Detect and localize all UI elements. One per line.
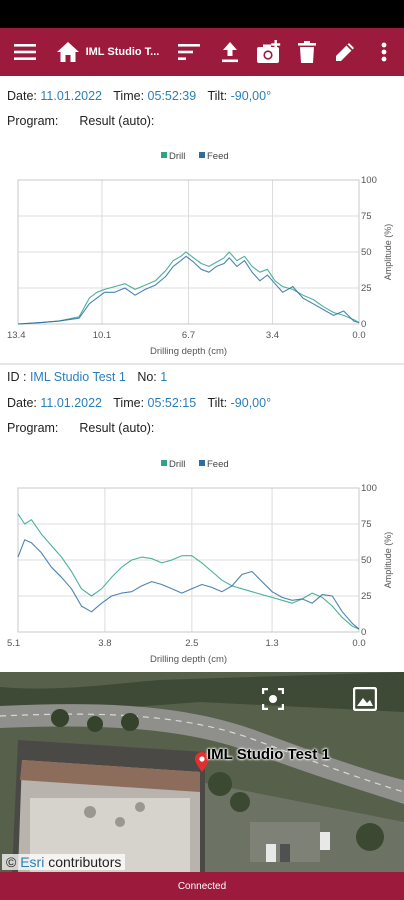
system-status-bar — [0, 0, 404, 28]
chart-svg-2: Drill Feed 5.1 3.8 2.5 1.3 0.00 25 50 75 100 Drilli… — [7, 459, 393, 665]
attribution-suffix: contributors — [44, 854, 122, 870]
result-label: Result (auto): — [79, 421, 155, 435]
program-label: Program: — [7, 114, 59, 128]
x-tick-label: 10.1 — [93, 330, 112, 341]
drill-chart-1[interactable]: Drill Feed 13.4 10.1 6.7 3.4 0.0 0 25 50 75 100 Dril… — [0, 140, 404, 362]
x-axis-label: Drilling depth (cm) — [150, 654, 227, 665]
tilt-label: Tilt: — [207, 396, 228, 410]
result-label: Result (auto): — [79, 114, 155, 128]
trash-icon[interactable] — [289, 28, 327, 76]
chart-grid — [17, 487, 360, 633]
time-value: 05:52:15 — [147, 396, 197, 410]
map-marker-label: IML Studio Test 1 — [207, 746, 330, 763]
connection-status: Connected — [177, 880, 227, 892]
y-axis-label: Amplitude (%) — [383, 224, 393, 281]
drill-chart-2[interactable]: Drill Feed 5.1 3.8 2.5 1.3 0.0 0 25 50 75 100 Drilli… — [0, 448, 404, 670]
legend-label-drill: Drill — [169, 151, 185, 162]
esri-link[interactable]: Esri — [20, 854, 45, 870]
toolbar-title: IML Studio T... — [85, 46, 160, 58]
x-tick-label: 2.5 — [185, 638, 198, 649]
plot-frame — [17, 487, 360, 633]
series-line-feed — [17, 255, 360, 325]
app-toolbar: IML Studio T... — [0, 28, 404, 76]
y-tick-label: 25 — [361, 283, 372, 294]
home-icon[interactable] — [50, 28, 86, 76]
map-attribution[interactable]: © Esri contributors — [2, 854, 126, 870]
x-axis-label: Drilling depth (cm) — [150, 346, 227, 357]
x-tick-label: 5.1 — [7, 638, 20, 649]
x-tick-label: 1.3 — [265, 638, 278, 649]
upload-icon[interactable] — [211, 28, 249, 76]
x-tick-label: 6.7 — [182, 330, 195, 341]
legend-swatch-drill — [161, 152, 167, 158]
map-imagery — [0, 672, 404, 872]
legend-label-feed: Feed — [207, 151, 229, 162]
time-label: Time: — [113, 396, 145, 410]
y-axis-label: Amplitude (%) — [383, 532, 393, 589]
chart-legend: Drill Feed — [161, 459, 229, 470]
y-tick-label: 100 — [361, 175, 377, 186]
pencil-icon[interactable] — [326, 28, 364, 76]
sort-icon[interactable] — [167, 28, 211, 76]
satellite-map[interactable]: © Esri contributors — [0, 672, 404, 872]
location-pin-icon[interactable] — [195, 752, 209, 777]
date-label: Date: — [7, 89, 37, 103]
record-divider — [0, 363, 404, 365]
attribution-prefix: © — [6, 854, 21, 870]
legend-swatch-feed — [199, 460, 205, 466]
camera-plus-icon[interactable] — [249, 28, 289, 76]
id-value: IML Studio Test 1 — [29, 370, 126, 384]
y-tick-label: 75 — [361, 211, 372, 222]
fullscreen-focus-icon[interactable] — [261, 687, 285, 715]
y-tick-label: 100 — [361, 483, 377, 494]
y-tick-label: 75 — [361, 519, 372, 530]
record2-program-row: Program: Result (auto): — [7, 421, 154, 435]
record2-id-row: ID : IML Studio Test 1 No: 1 — [7, 370, 167, 384]
series-line-drill — [17, 251, 360, 325]
legend-label-drill: Drill — [169, 459, 185, 470]
chart-legend: Drill Feed — [161, 151, 229, 162]
tilt-value: -90,00° — [230, 89, 272, 103]
record2-datetime-row: Date: 11.01.2022 Time: 05:52:15 Tilt: -9… — [7, 396, 271, 410]
no-label: No: — [137, 370, 157, 384]
series-line-feed — [17, 539, 360, 630]
x-tick-label: 3.8 — [98, 638, 111, 649]
y-tick-label: 0 — [361, 627, 366, 638]
date-value: 11.01.2022 — [40, 89, 103, 103]
connection-status-bar: Connected — [0, 872, 404, 900]
menu-icon[interactable] — [0, 28, 50, 76]
y-tick-label: 50 — [361, 555, 372, 566]
record1-program-row: Program: Result (auto): — [7, 114, 154, 128]
chart-svg-1: Drill Feed 13.4 10.1 6.7 3.4 0.00 25 50 75 100 Dril… — [7, 151, 393, 357]
plot-frame — [17, 179, 360, 325]
series-line-drill — [17, 513, 360, 630]
legend-label-feed: Feed — [207, 459, 229, 470]
program-label: Program: — [7, 421, 59, 435]
image-layer-icon[interactable] — [352, 686, 378, 716]
no-value: 1 — [160, 370, 168, 384]
tilt-value: -90,00° — [230, 396, 272, 410]
y-tick-label: 25 — [361, 591, 372, 602]
y-tick-label: 0 — [361, 319, 366, 330]
legend-swatch-drill — [161, 460, 167, 466]
x-tick-label: 0.0 — [352, 330, 365, 341]
date-value: 11.01.2022 — [40, 396, 103, 410]
x-tick-label: 3.4 — [266, 330, 279, 341]
id-label: ID : — [7, 370, 27, 384]
y-tick-label: 50 — [361, 247, 372, 258]
more-vert-icon[interactable] — [364, 28, 404, 76]
time-value: 05:52:39 — [147, 89, 197, 103]
legend-swatch-feed — [199, 152, 205, 158]
x-tick-label: 0.0 — [352, 638, 365, 649]
chart-grid — [17, 179, 360, 325]
x-tick-label: 13.4 — [7, 330, 26, 341]
record1-datetime-row: Date: 11.01.2022 Time: 05:52:39 Tilt: -9… — [7, 89, 271, 103]
time-label: Time: — [113, 89, 145, 103]
date-label: Date: — [7, 396, 37, 410]
tilt-label: Tilt: — [207, 89, 228, 103]
